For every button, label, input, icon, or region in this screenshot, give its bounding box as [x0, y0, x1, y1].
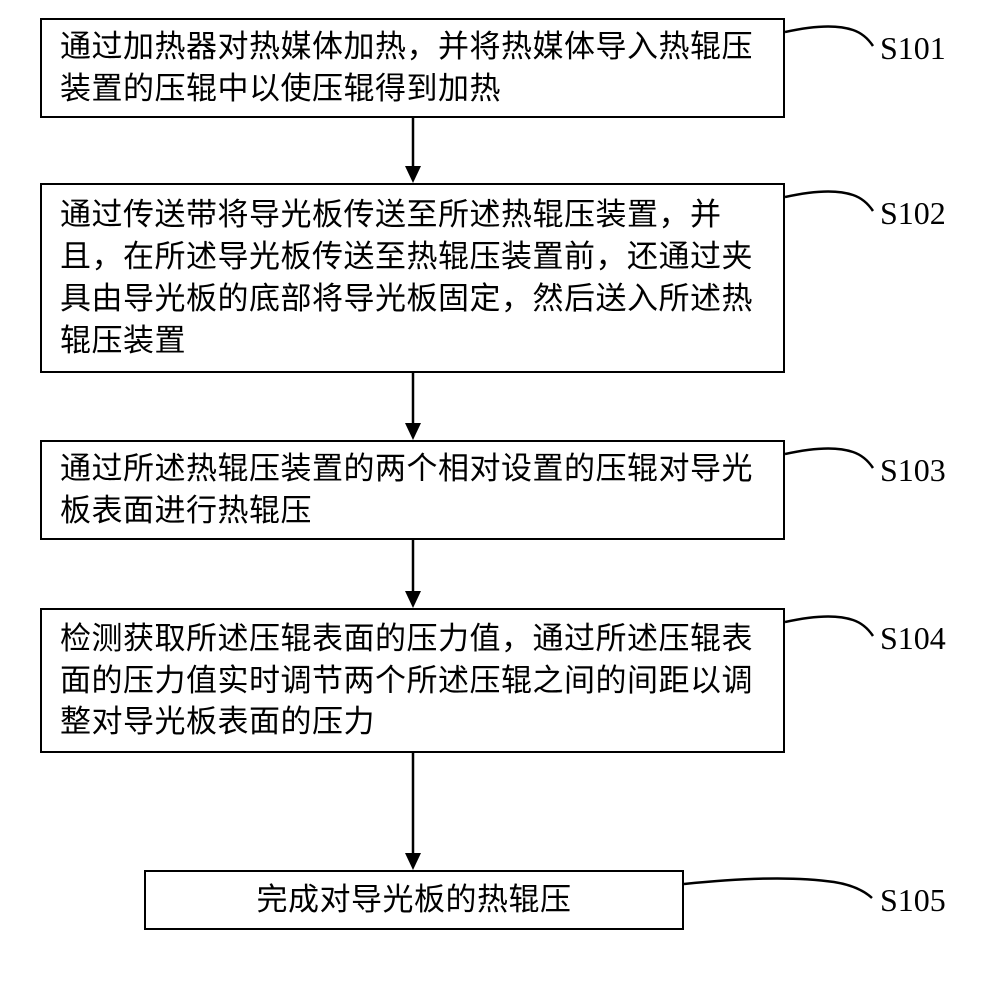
step-s101-label-connector: [785, 22, 877, 58]
step-s104-text: 检测获取所述压辊表面的压力值，通过所述压辊表面的压力值实时调节两个所述压辊之间的…: [60, 618, 765, 744]
step-s105-label-connector: [684, 874, 876, 910]
arrow-s103-s104: [403, 540, 423, 609]
step-s101: 通过加热器对热媒体加热，并将热媒体导入热辊压装置的压辊中以使压辊得到加热: [40, 18, 785, 118]
step-s104: 检测获取所述压辊表面的压力值，通过所述压辊表面的压力值实时调节两个所述压辊之间的…: [40, 608, 785, 753]
flowchart-container: 通过加热器对热媒体加热，并将热媒体导入热辊压装置的压辊中以使压辊得到加热 S10…: [0, 0, 982, 1000]
step-s102: 通过传送带将导光板传送至所述热辊压装置，并且，在所述导光板传送至热辊压装置前，还…: [40, 183, 785, 373]
step-s103: 通过所述热辊压装置的两个相对设置的压辊对导光板表面进行热辊压: [40, 440, 785, 540]
step-s103-text: 通过所述热辊压装置的两个相对设置的压辊对导光板表面进行热辊压: [60, 448, 765, 532]
step-s103-label-connector: [785, 444, 877, 480]
step-s105-text: 完成对导光板的热辊压: [257, 879, 572, 921]
step-s104-label: S104: [880, 620, 946, 657]
arrow-s101-s102: [403, 118, 423, 184]
step-s101-label: S101: [880, 30, 946, 67]
step-s101-text: 通过加热器对热媒体加热，并将热媒体导入热辊压装置的压辊中以使压辊得到加热: [60, 26, 765, 110]
step-s105: 完成对导光板的热辊压: [144, 870, 684, 930]
step-s105-label: S105: [880, 882, 946, 919]
step-s102-label: S102: [880, 195, 946, 232]
step-s103-label: S103: [880, 452, 946, 489]
step-s102-text: 通过传送带将导光板传送至所述热辊压装置，并且，在所述导光板传送至热辊压装置前，还…: [60, 194, 765, 361]
arrow-s102-s103: [403, 373, 423, 441]
step-s104-label-connector: [785, 612, 877, 648]
step-s102-label-connector: [785, 187, 877, 223]
arrow-s104-s105: [403, 753, 423, 871]
